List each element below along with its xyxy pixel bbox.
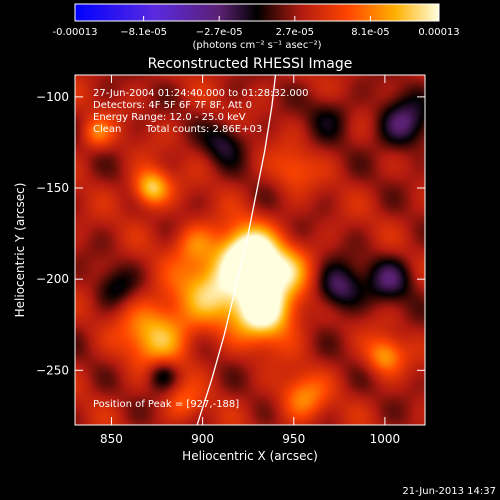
y-tick-label: −150 xyxy=(36,181,69,195)
colorbar-tick-label: -0.00013 xyxy=(53,27,98,38)
colorbar-ticks: -0.00013 −8.1e-05 −2.7e-05 2.7e-05 8.1e-05 0.… xyxy=(53,16,460,38)
y-tick-label: −100 xyxy=(36,90,69,104)
detectors-label: Detectors: 4F 5F 6F 7F 8F, Att 0 xyxy=(93,100,252,111)
y-tick-label: −250 xyxy=(36,363,69,377)
chart-title: Reconstructed RHESSI Image xyxy=(148,56,353,72)
time-range-label: 27-Jun-2004 01:24:40.000 to 01:28:32.000 xyxy=(93,88,309,99)
x-axis-label: Heliocentric X (arcsec) xyxy=(182,449,318,463)
x-tick-label: 850 xyxy=(100,432,123,446)
solar-limb-curve xyxy=(196,75,277,425)
footer-date: 21-Jun-2013 14:37 xyxy=(402,486,496,497)
x-tick-label: 900 xyxy=(191,432,214,446)
heatmap-image xyxy=(75,75,425,425)
peak-position-label: Position of Peak = [927,-188] xyxy=(93,399,239,410)
y-axis-label: Heliocentric Y (arcsec) xyxy=(13,183,27,318)
colorbar-tick-label: −8.1e-05 xyxy=(120,27,167,38)
colorbar-tick-label: −2.7e-05 xyxy=(196,27,243,38)
colorbar xyxy=(74,3,440,22)
total-counts-label: Total counts: 2.86E+03 xyxy=(145,124,262,135)
axis-ticks: 850 900 950 1000 −100 −150 −200 −250 xyxy=(36,75,425,446)
colorbar-units-label: (photons cm⁻² s⁻¹ asec⁻²) xyxy=(192,40,321,51)
plot-frame xyxy=(74,74,426,426)
y-tick-label: −200 xyxy=(36,272,69,286)
energy-range-label: Energy Range: 12.0 - 25.0 keV xyxy=(93,112,246,123)
colorbar-tick-label: 0.00013 xyxy=(418,27,459,38)
x-tick-label: 1000 xyxy=(370,432,401,446)
colorbar-tick-label: 8.1e-05 xyxy=(351,27,389,38)
colorbar-tick-label: 2.7e-05 xyxy=(276,27,314,38)
x-tick-label: 950 xyxy=(282,432,305,446)
algorithm-label: Clean xyxy=(93,124,121,135)
